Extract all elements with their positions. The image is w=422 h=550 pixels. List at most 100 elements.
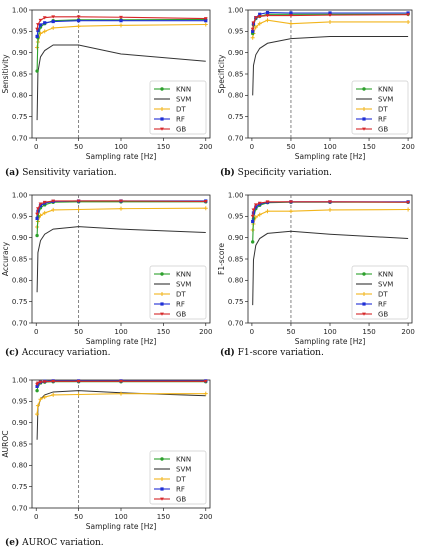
panel-caption: (a) Sensitivity variation. (5, 167, 117, 178)
series-gb (250, 13, 410, 31)
legend-entry-gb: GB (378, 311, 388, 319)
y-tick-label: 0.85 (12, 70, 28, 78)
data-point-dt (265, 18, 270, 23)
x-tick-label: 50 (286, 143, 295, 151)
x-tick-label: 0 (34, 143, 38, 151)
series-dt (35, 391, 208, 417)
data-point-gb (42, 380, 47, 384)
data-point-gb (289, 14, 293, 18)
y-tick-label: 0.90 (228, 49, 244, 57)
x-tick-label: 200 (199, 513, 212, 521)
data-point-dt (76, 392, 81, 397)
data-point-gb (257, 15, 262, 19)
caption-label: (b) (220, 167, 235, 178)
legend-entry-svm: SVM (378, 96, 393, 104)
data-point-dt (265, 209, 270, 214)
legend-marker (362, 272, 366, 276)
data-point-dt (76, 24, 81, 29)
y-tick-label: 0.75 (228, 298, 244, 306)
y-tick-label: 0.85 (228, 255, 244, 263)
x-tick-label: 50 (286, 328, 295, 336)
legend-marker (160, 457, 164, 461)
legend-marker (160, 117, 164, 121)
data-point-rf (35, 34, 39, 39)
series-line-svm (36, 44, 206, 121)
y-tick-label: 0.80 (228, 277, 244, 285)
y-axis-label: Sensitivity (1, 54, 10, 94)
x-axis-label: Sampling rate [Hz] (295, 152, 366, 161)
y-tick-label: 1.00 (12, 191, 28, 199)
data-point-rf (119, 19, 123, 23)
legend-entry-svm: SVM (176, 281, 191, 289)
series-line-svm (252, 35, 409, 96)
data-point-rf (51, 19, 55, 24)
chart-panel-c: 0.70 0.75 0.80 0.85 0.90 0.95 1.00 0 50 100 150 200… (1, 191, 212, 358)
legend-marker (362, 87, 366, 91)
data-point-gb (76, 379, 81, 384)
data-point-dt (328, 19, 332, 24)
legend-entry-rf: RF (378, 116, 387, 124)
data-point-gb (251, 208, 256, 212)
data-point-gb (35, 27, 39, 31)
data-point-dt (250, 35, 255, 40)
data-point-knn (35, 388, 39, 393)
data-point-rf (265, 10, 270, 15)
y-tick-label: 1.00 (12, 6, 28, 14)
caption-label: (c) (5, 347, 19, 358)
x-tick-label: 50 (74, 513, 83, 521)
series-svm (36, 44, 206, 121)
data-point-gb (51, 199, 56, 203)
legend-marker (362, 117, 366, 121)
x-tick-label: 150 (362, 328, 375, 336)
data-point-rf (251, 29, 255, 33)
data-point-gb (38, 202, 43, 206)
y-tick-label: 1.00 (12, 376, 28, 384)
legend: KNN SVM DT RF GB (351, 265, 409, 320)
legend-marker (362, 292, 366, 296)
data-point-dt (35, 412, 40, 417)
data-point-dt (119, 391, 123, 396)
legend-marker (160, 272, 164, 276)
x-tick-label: 50 (74, 143, 83, 151)
data-point-rf (289, 11, 293, 15)
data-point-dt (203, 391, 208, 396)
data-point-dt (35, 45, 40, 50)
data-point-rf (38, 23, 43, 27)
y-tick-label: 0.80 (228, 92, 244, 100)
data-point-dt (328, 207, 332, 212)
data-point-dt (203, 22, 208, 27)
data-point-gb (253, 203, 258, 207)
legend-marker (160, 487, 164, 491)
panel-caption: (d) F1-score variation. (220, 347, 324, 358)
legend-entry-rf: RF (176, 486, 185, 494)
x-axis-label: Sampling rate [Hz] (86, 337, 157, 346)
legend-entry-svm: SVM (176, 466, 191, 474)
series-gb (250, 200, 410, 219)
data-point-rf (77, 19, 81, 23)
series-svm (252, 35, 409, 96)
y-tick-label: 0.90 (12, 419, 28, 427)
legend-marker (160, 107, 164, 111)
y-tick-label: 0.90 (228, 234, 244, 242)
caption-label: (e) (5, 537, 19, 548)
legend-box (149, 80, 207, 135)
y-tick-label: 0.75 (12, 483, 28, 491)
legend: KNN SVM DT RF GB (351, 80, 409, 135)
legend: KNN SVM DT RF GB (149, 80, 207, 135)
legend-entry-rf: RF (176, 116, 185, 124)
data-point-gb (251, 21, 256, 25)
legend-entry-gb: GB (378, 126, 388, 134)
data-point-gb (119, 15, 123, 20)
data-point-dt (42, 29, 47, 34)
legend-entry-svm: SVM (176, 96, 191, 104)
legend-entry-rf: RF (378, 301, 387, 309)
data-point-gb (203, 17, 208, 21)
legend-entry-gb: GB (176, 126, 186, 134)
data-point-gb (289, 200, 293, 204)
legend-marker (362, 127, 366, 131)
chart-panel-a: 0.70 0.75 0.80 0.85 0.90 0.95 1.00 0 50 100 150 200… (1, 6, 212, 178)
caption-text: AUROC variation. (19, 538, 104, 548)
caption-text: Sensitivity variation. (19, 168, 116, 178)
data-point-rf (43, 21, 47, 25)
x-tick-label: 200 (401, 143, 414, 151)
